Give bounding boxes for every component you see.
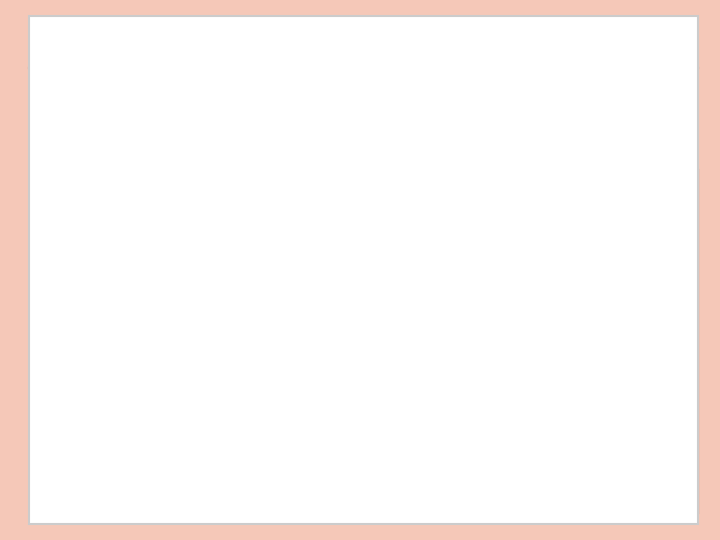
Text: 8/26: 8/26 — [61, 265, 83, 275]
Text: Monday_____: Monday_____ — [61, 224, 120, 233]
Text: Rating:: Rating: — [61, 243, 94, 252]
Text: 0, I do not know
what the scientific
method is.: 0, I do not know what the scientific met… — [61, 281, 145, 310]
Text: 1, I can list
the steps of
the scientific
method: 1, I can list the steps of the scientifi… — [558, 240, 660, 303]
Text: Rating:: Rating: — [558, 446, 590, 455]
Text: Q- What is the
difference between a
constant and other
variables?: Q- What is the difference between a cons… — [407, 240, 503, 280]
Text: Comprehension Check: Comprehension Check — [407, 190, 508, 199]
Text: Rating:: Rating: — [61, 362, 94, 371]
Bar — [54, 170, 698, 513]
Text: Students will
understand the
practice of
science.: Students will understand the practice of… — [227, 240, 348, 303]
Text: +: + — [38, 111, 48, 121]
Text: Wednesday: Wednesday — [61, 446, 114, 455]
Text: Daily Exit Slip: Daily Exit Slip — [65, 84, 127, 93]
Text: Name___________________________________: Name___________________________________ — [338, 84, 523, 93]
Text: Week of _________ to _________: Week of _________ to _________ — [65, 94, 200, 104]
Text: Learning Goal: Learning Goal — [227, 190, 289, 199]
Text: Rating:: Rating: — [61, 464, 94, 474]
Text: Exit Slip/Scales: Exit Slip/Scales — [65, 46, 306, 77]
Text: Day and
Pre-activity rating (0-4)
and "explain your
rating": Day and Pre-activity rating (0-4) and "e… — [61, 174, 167, 214]
Text: Rating (0 4) AFTER
class and "explain
your rating.": Rating (0 4) AFTER class and "explain yo… — [558, 179, 643, 210]
Text: Rating:: Rating: — [558, 224, 590, 233]
Text: A- Constants are...: A- Constants are... — [407, 302, 490, 312]
Text: Tuesday: Tuesday — [61, 343, 98, 352]
Text: Rating:: Rating: — [558, 343, 590, 352]
